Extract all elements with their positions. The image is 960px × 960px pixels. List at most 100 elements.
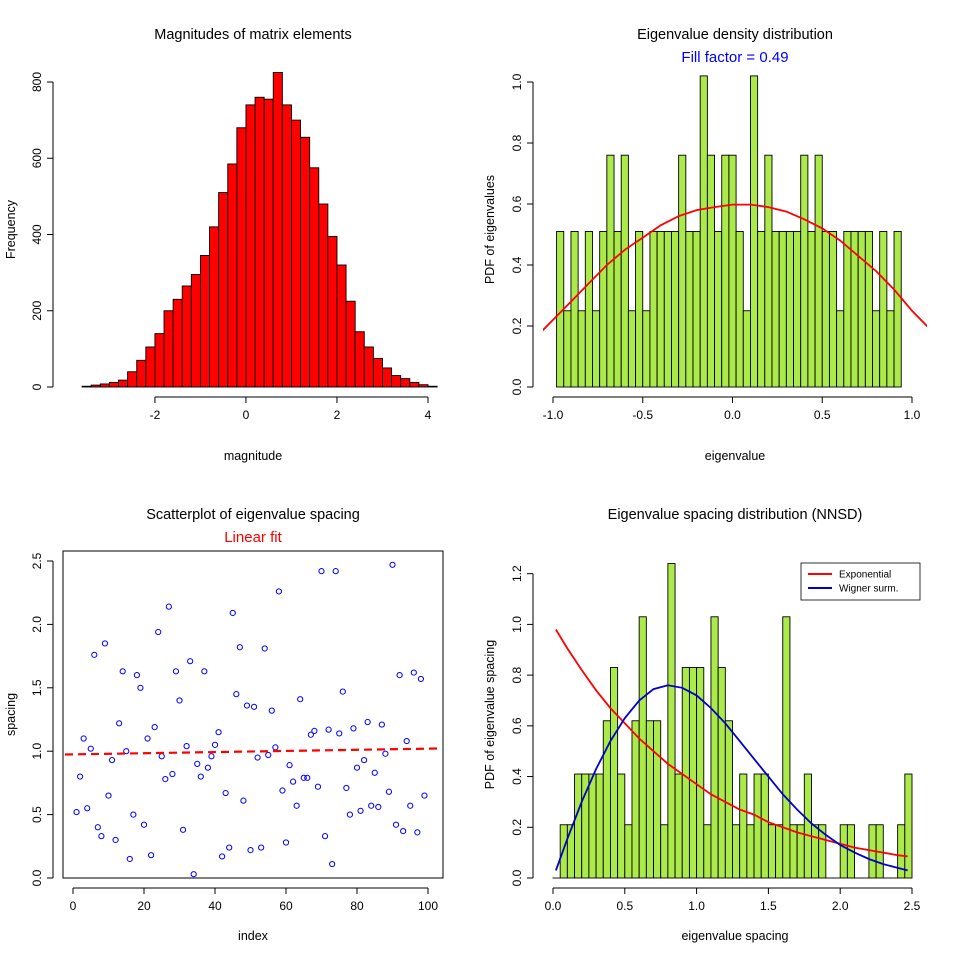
y-tick-label: 1.0 <box>30 743 44 760</box>
scatter-point <box>385 788 393 795</box>
scatter-point <box>392 821 400 828</box>
chart-subtitle: Linear fit <box>224 529 282 546</box>
scatter-point <box>176 697 183 704</box>
histogram-bar <box>635 230 644 388</box>
legend-box <box>800 562 921 601</box>
histogram-bar <box>172 298 183 388</box>
histogram-bar <box>638 616 647 879</box>
scatter-point <box>332 568 339 575</box>
series-line-1 <box>555 629 908 858</box>
histogram-bar <box>760 773 769 879</box>
histogram-bar <box>627 310 637 388</box>
x-tick-label: -0.5 <box>632 408 653 422</box>
histogram-bar <box>281 104 292 388</box>
histogram-bar <box>336 264 347 388</box>
x-tick-label: -1.0 <box>543 408 564 422</box>
legend-entry: Exponential <box>839 570 891 581</box>
scatter-point <box>279 787 286 794</box>
y-tick-label: 0.2 <box>510 819 524 836</box>
histogram-bar <box>735 230 744 388</box>
histogram-bar <box>857 230 866 388</box>
scatter-point <box>421 792 428 799</box>
histogram-bar <box>209 226 220 388</box>
scatter-point <box>84 805 91 812</box>
x-tick-label: 0.0 <box>545 899 562 913</box>
histogram-bar <box>803 773 812 879</box>
x-axis-label: eigenvalue <box>705 449 766 463</box>
legend-entry: Wigner surm. <box>839 584 898 595</box>
y-tick-label: 0.5 <box>30 806 44 823</box>
scatter-point <box>417 675 424 683</box>
scatter-point <box>346 811 353 818</box>
histogram-bar <box>199 255 210 388</box>
histogram-bar <box>879 230 888 388</box>
y-axis-label: Frequency <box>4 199 18 259</box>
histogram-bar <box>721 154 730 388</box>
histogram-bar <box>577 310 586 388</box>
scatter-point <box>240 797 247 804</box>
histogram-bar <box>836 310 845 388</box>
scatter-point <box>155 628 162 636</box>
scatter-point <box>219 853 226 860</box>
histogram-bar <box>663 230 672 388</box>
scatter-point <box>148 852 155 859</box>
density-curve <box>543 203 927 332</box>
histogram-bar <box>649 230 658 388</box>
x-tick-label: 1.0 <box>904 408 921 422</box>
histogram-bar <box>685 230 694 388</box>
scatter-point <box>158 753 165 760</box>
histogram-bar <box>372 357 383 388</box>
scatter-point <box>165 603 172 610</box>
y-tick-label: 1.0 <box>510 73 524 90</box>
histogram-bar <box>300 136 311 388</box>
scatter-point <box>261 645 268 652</box>
histogram-bar <box>775 824 784 879</box>
scatter-point <box>290 778 297 785</box>
scatter-point <box>116 720 123 727</box>
y-tick-label: 0.8 <box>510 666 524 683</box>
scatter-point <box>282 839 290 846</box>
y-tick-label: 0.8 <box>510 134 524 151</box>
histogram-bar <box>710 616 719 879</box>
histogram-bar <box>566 824 575 879</box>
x-tick-label: 0.5 <box>616 899 633 913</box>
histogram-bar <box>559 824 568 879</box>
histogram-bar <box>108 381 119 388</box>
scatter-point <box>126 855 133 863</box>
histogram-bar <box>703 824 712 879</box>
scatter-point <box>258 844 265 851</box>
scatter-point <box>311 727 318 735</box>
histogram-bar <box>746 824 755 879</box>
chart-panel-1: Magnitudes of matrix elements -2 0 2 4 magnit… <box>4 27 438 463</box>
histogram-bar <box>291 119 302 388</box>
histogram-bar <box>642 310 651 388</box>
histogram-bar <box>653 720 662 879</box>
chart-subtitle: Fill factor = 0.49 <box>681 49 788 66</box>
scatter-point <box>304 774 311 781</box>
histogram-bar <box>245 104 256 388</box>
chart-title: Magnitudes of matrix elements <box>154 27 351 43</box>
histogram-bar <box>667 563 676 879</box>
histogram-bar <box>782 616 791 879</box>
x-tick-label: 2 <box>334 408 341 422</box>
scatter-point <box>169 770 176 778</box>
histogram-bar <box>839 824 848 879</box>
chart-panel-2: Eigenvalue density distribution Fill fact… <box>483 27 927 463</box>
scatter-point <box>286 762 293 769</box>
histogram-bar <box>272 72 283 388</box>
histogram-bar <box>563 310 572 388</box>
histogram-bar <box>750 75 759 388</box>
scatter-point <box>112 836 119 844</box>
plot-frame <box>62 550 444 879</box>
scatter-point <box>137 684 144 691</box>
histogram-bar <box>595 773 604 879</box>
scatter-point <box>375 803 382 811</box>
x-tick-label: 100 <box>418 899 438 913</box>
histogram-bar <box>714 230 723 388</box>
chart-title: Eigenvalue spacing distribution (NNSD) <box>608 507 863 523</box>
x-tick-label: 80 <box>350 899 364 913</box>
histogram-bar <box>674 773 683 879</box>
histogram-bar <box>118 379 129 388</box>
scatter-point <box>144 735 151 742</box>
